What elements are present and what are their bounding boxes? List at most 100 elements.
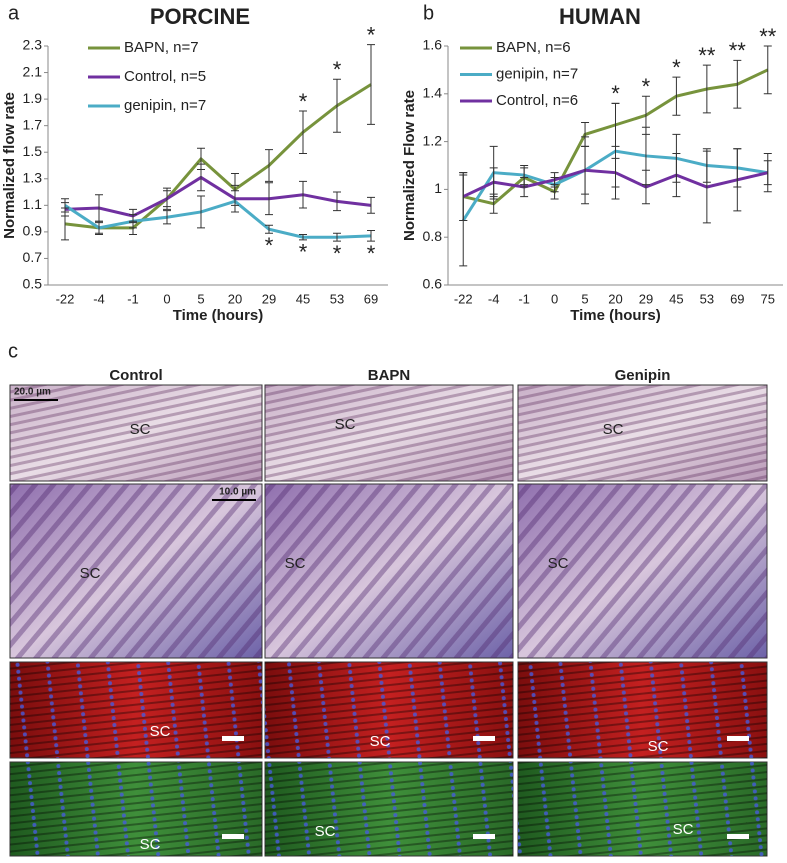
chart-title: PORCINE xyxy=(150,4,250,29)
micrograph-texture xyxy=(265,662,513,758)
significance-label: ** xyxy=(729,38,747,63)
y-tick-label: 0.9 xyxy=(23,223,43,239)
region-label: SC xyxy=(335,416,356,433)
significance-label: ** xyxy=(759,24,777,49)
scale-bar xyxy=(212,499,256,501)
micrograph-texture xyxy=(265,484,513,658)
error-bar xyxy=(367,230,375,242)
significance-label: * xyxy=(611,81,620,106)
column-header: Genipin xyxy=(615,367,671,384)
image-panels: c Control SC SC SC SC BAPN SC SC SC SC Genipin SC SC… xyxy=(8,340,768,857)
region-label: SC xyxy=(370,733,391,750)
y-tick-label: 0.7 xyxy=(23,249,43,265)
error-bar xyxy=(702,64,711,114)
error-bar xyxy=(581,145,590,195)
region-label: SC xyxy=(603,421,624,438)
region-label: SC xyxy=(130,421,151,438)
charts: a PORCINE 0.5 0.7 0.9 1.1 1.3 1.5 1.7 1.9 2.1 2.3 -2… xyxy=(1,2,783,324)
error-bar xyxy=(733,59,742,109)
panel-label: b xyxy=(423,2,434,24)
error-bar xyxy=(265,182,273,216)
error-bar xyxy=(672,153,681,198)
scale-bar xyxy=(14,399,58,401)
significance-label: * xyxy=(333,241,342,266)
y-tick-label: 1.9 xyxy=(23,90,43,106)
scale-bar xyxy=(473,834,495,839)
y-tick-label: 1.6 xyxy=(423,37,443,53)
y-tick-label: 0.5 xyxy=(23,276,43,292)
x-tick-label: -1 xyxy=(518,291,530,306)
error-bar xyxy=(299,180,307,209)
error-bar xyxy=(367,44,375,125)
significance-label: * xyxy=(333,57,342,82)
region-label: SC xyxy=(548,555,569,572)
error-bar xyxy=(265,224,273,234)
y-tick-label: 1.7 xyxy=(23,116,43,132)
x-tick-label: 0 xyxy=(163,291,170,306)
micrograph-texture xyxy=(265,385,513,481)
y-tick-label: 0.8 xyxy=(423,228,443,244)
x-tick-label: 45 xyxy=(296,291,310,306)
x-tick-label: 29 xyxy=(262,291,276,306)
error-bar xyxy=(763,45,772,95)
error-bar xyxy=(702,150,711,224)
y-axis-title: Normalized flow rate xyxy=(1,92,18,239)
scale-bar xyxy=(473,736,495,741)
legend-label: Control, n=5 xyxy=(124,68,206,85)
error-bar xyxy=(197,195,205,229)
x-tick-label: 0 xyxy=(551,291,558,306)
error-bar xyxy=(95,222,103,234)
y-tick-label: 2.1 xyxy=(23,63,43,79)
significance-label: * xyxy=(299,89,308,114)
x-tick-label: 75 xyxy=(761,291,775,306)
error-bar xyxy=(163,210,171,225)
y-tick-label: 0.6 xyxy=(423,276,443,292)
x-axis-title: Time (hours) xyxy=(570,307,661,324)
significance-label: * xyxy=(367,22,376,47)
error-bar xyxy=(299,110,307,155)
error-bar xyxy=(367,196,375,214)
region-label: SC xyxy=(80,565,101,582)
micrograph-texture xyxy=(10,484,262,658)
x-tick-label: 69 xyxy=(730,291,744,306)
micrograph-texture xyxy=(10,762,262,856)
micrograph-texture xyxy=(518,662,767,758)
legend-label: BAPN, n=7 xyxy=(124,39,199,56)
error-bar xyxy=(763,160,772,186)
error-bar xyxy=(641,169,650,205)
error-bar xyxy=(197,163,205,192)
y-tick-label: 1.1 xyxy=(23,196,43,212)
scale-bar xyxy=(727,834,749,839)
panel-label: c xyxy=(8,340,18,362)
column-header: Control xyxy=(109,367,162,384)
error-bar xyxy=(333,232,341,242)
scale-bar xyxy=(222,834,244,839)
region-label: SC xyxy=(140,836,161,853)
x-tick-label: -22 xyxy=(454,291,473,306)
error-bar xyxy=(520,176,529,198)
error-bar xyxy=(611,157,620,188)
significance-label: * xyxy=(299,240,308,265)
y-tick-label: 1.5 xyxy=(23,143,43,159)
x-tick-label: 53 xyxy=(330,291,344,306)
significance-label: ** xyxy=(698,43,716,68)
region-label: SC xyxy=(673,821,694,838)
error-bar xyxy=(95,194,103,222)
significance-label: * xyxy=(265,233,274,258)
x-tick-label: 20 xyxy=(228,291,242,306)
micrograph-texture xyxy=(10,662,262,758)
panel-label: a xyxy=(8,2,20,24)
micrograph-texture xyxy=(265,762,513,856)
series-line xyxy=(64,83,372,230)
x-tick-label: -4 xyxy=(488,291,500,306)
error-bar xyxy=(333,78,341,133)
region-label: SC xyxy=(150,723,171,740)
significance-label: * xyxy=(642,74,651,99)
region-label: SC xyxy=(315,823,336,840)
x-tick-label: 53 xyxy=(700,291,714,306)
y-tick-label: 1.4 xyxy=(423,85,443,101)
error-bar xyxy=(333,191,341,212)
error-bar xyxy=(672,76,681,116)
error-bar xyxy=(489,167,498,198)
error-bar xyxy=(733,148,742,212)
